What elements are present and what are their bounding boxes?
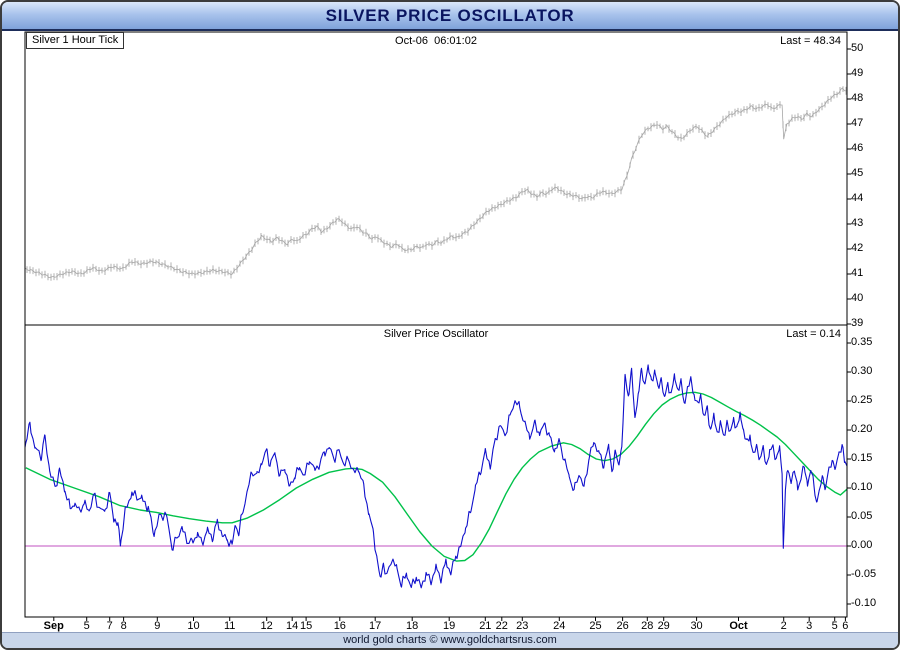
top-y-tick-label: 43 (851, 217, 864, 229)
x-tick-label: 3 (806, 620, 813, 632)
bottom-y-tick-label: -0.05 (851, 568, 877, 580)
x-tick-label: 29 (657, 620, 670, 632)
x-tick-label: 26 (616, 620, 629, 632)
x-tick-label: 9 (154, 620, 161, 632)
x-tick-label: 23 (516, 620, 529, 632)
bottom-y-tick-label: 0.20 (851, 422, 873, 435)
top-y-tick-label: 45 (851, 167, 864, 179)
top-y-tick-label: 41 (851, 267, 864, 279)
bottom-y-tick-label: 0.10 (851, 480, 873, 493)
top-y-tick-label: 47 (851, 117, 864, 129)
footer-bar: world gold charts © www.goldchartsrus.co… (2, 632, 898, 648)
top-y-tick-label: 48 (851, 92, 864, 104)
x-tick-label: 18 (406, 620, 419, 632)
oscillator-series (24, 364, 848, 589)
x-tick-label: 10 (187, 620, 200, 632)
x-tick-label: Oct (729, 620, 748, 632)
x-tick-label: 21 (479, 620, 492, 632)
x-tick-label: 25 (589, 620, 602, 632)
x-tick-label: 14 (286, 620, 299, 632)
top-panel-label: Silver 1 Hour Tick (26, 32, 125, 49)
top-y-tick-label: 50 (851, 42, 864, 54)
x-tick-label: 19 (443, 620, 456, 632)
title-bar: SILVER PRICE OSCILLATOR (2, 2, 898, 31)
x-tick-label: 7 (106, 620, 113, 632)
x-tick-label: 12 (260, 620, 273, 632)
top-y-tick-label: 49 (851, 67, 864, 79)
x-tick-label: 28 (641, 620, 654, 632)
x-tick-label: 8 (120, 620, 127, 632)
footer-text: world gold charts © www.goldchartsrus.co… (343, 634, 557, 646)
x-tick-label: 6 (842, 620, 849, 632)
x-tick-label: 22 (495, 620, 508, 632)
x-tick-label: 30 (690, 620, 703, 632)
timestamp: Oct-06 06:01:02 (395, 35, 477, 47)
top-y-tick-label: 42 (851, 242, 864, 254)
bottom-last-value: Last = 0.14 (786, 328, 841, 340)
top-y-tick-label: 39 (851, 317, 864, 329)
plot-border (24, 31, 848, 618)
page-title: SILVER PRICE OSCILLATOR (325, 5, 575, 25)
top-y-tick-label: 40 (851, 292, 864, 304)
bottom-y-tick-label: 0.15 (851, 451, 873, 464)
bottom-y-tick-label: 0.35 (851, 335, 873, 348)
bottom-panel-label: Silver Price Oscillator (383, 328, 489, 340)
bottom-y-tick-label: 0.25 (851, 393, 873, 406)
x-tick-label: 5 (83, 620, 90, 632)
bottom-y-tick-label: 0.05 (851, 509, 873, 522)
top-y-tick-label: 44 (851, 192, 864, 204)
price-centerline (24, 87, 848, 279)
x-tick-label: Sep (43, 620, 64, 632)
x-tick-label: 15 (299, 620, 313, 632)
x-tick-label: 11 (223, 620, 236, 632)
x-tick-label: 17 (369, 620, 382, 632)
signal-series (25, 391, 848, 562)
price-tick-series (26, 86, 847, 281)
top-y-tick-label: 46 (851, 142, 864, 154)
bottom-y-tick-label: 0.30 (851, 364, 873, 377)
bottom-y-tick-label: 0.00 (851, 539, 873, 551)
x-tick-label: 24 (553, 620, 566, 632)
x-tick-label: 16 (333, 620, 346, 632)
bottom-y-tick-label: -0.10 (851, 597, 877, 609)
top-last-value: Last = 48.34 (780, 35, 841, 47)
x-tick-label: 5 (831, 620, 838, 632)
x-tick-label: 2 (780, 620, 787, 632)
